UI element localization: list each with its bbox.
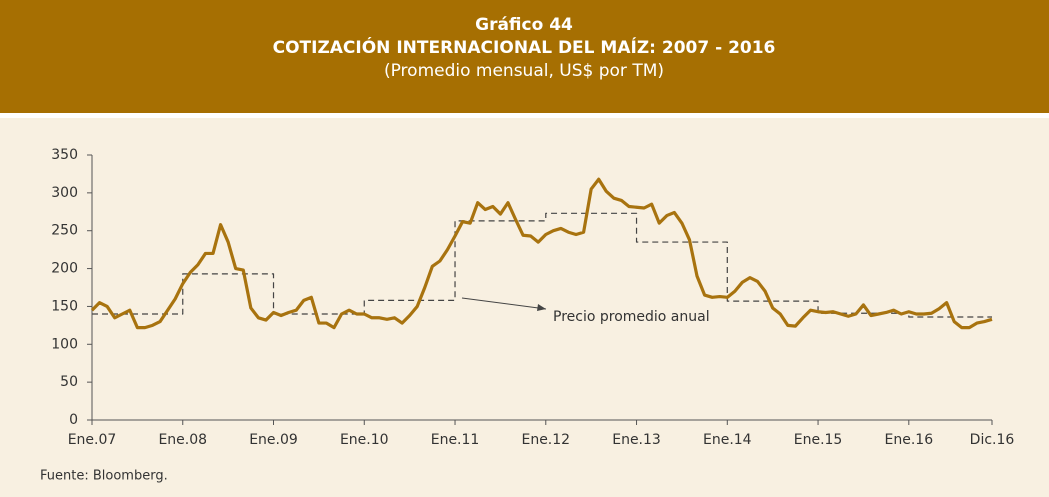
annual-average-line xyxy=(92,212,992,318)
y-tick-label: 300 xyxy=(51,185,78,201)
x-tick-label: Ene.07 xyxy=(68,432,117,448)
chart-subtitle: (Promedio mensual, US$ por TM) xyxy=(384,61,664,81)
x-tick-label: Ene.10 xyxy=(340,432,389,448)
plot-background xyxy=(0,118,1049,497)
annotation-arrow xyxy=(461,297,547,310)
y-tick-label: 200 xyxy=(51,261,78,277)
x-tick-label: Dic.16 xyxy=(970,432,1015,448)
x-tick-label: Ene.14 xyxy=(703,432,752,448)
chart-number: Gráfico 44 xyxy=(475,15,573,35)
x-tick-label: Ene.09 xyxy=(249,432,298,448)
x-tick-label: Ene.13 xyxy=(612,432,661,448)
x-tick-label: Ene.11 xyxy=(431,432,480,448)
y-tick-label: 350 xyxy=(51,147,78,163)
y-tick-label: 100 xyxy=(51,336,78,352)
header-band xyxy=(0,0,1049,113)
x-tick-label: Ene.16 xyxy=(885,432,934,448)
source: Fuente: Bloomberg. xyxy=(40,469,168,484)
y-tick-label: 250 xyxy=(51,223,78,239)
chart-title: COTIZACIÓN INTERNACIONAL DEL MAÍZ: 2007 … xyxy=(273,36,776,58)
price-line xyxy=(90,177,993,330)
arrow-head xyxy=(537,304,546,311)
x-tick-label: Ene.15 xyxy=(794,432,843,448)
x-tick-label: Ene.12 xyxy=(521,432,570,448)
annotation-label: Precio promedio anual xyxy=(553,309,710,325)
y-tick-label: 0 xyxy=(69,412,78,428)
y-tick-label: 150 xyxy=(51,298,78,314)
y-tick-label: 50 xyxy=(60,374,78,390)
x-tick-label: Ene.08 xyxy=(158,432,207,448)
